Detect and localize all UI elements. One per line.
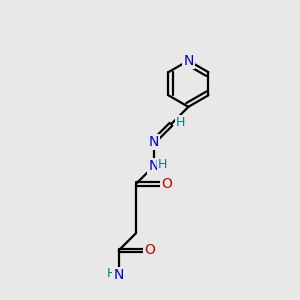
Text: H: H (176, 116, 185, 129)
Text: N: N (148, 159, 159, 173)
Text: N: N (113, 268, 124, 282)
Text: O: O (144, 244, 155, 257)
Text: O: O (161, 177, 172, 191)
Text: N: N (148, 135, 159, 149)
Text: H: H (158, 158, 167, 171)
Text: N: N (183, 54, 194, 68)
Text: H: H (106, 267, 116, 280)
